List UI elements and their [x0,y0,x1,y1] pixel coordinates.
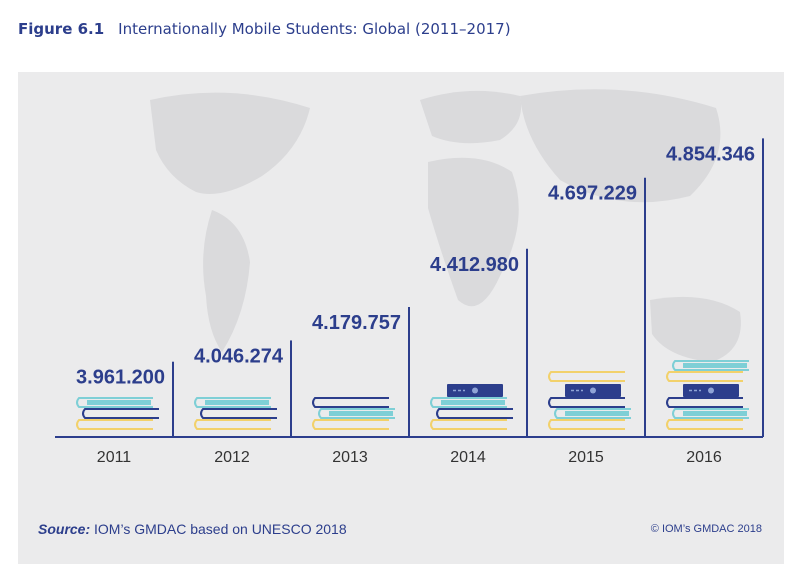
book-fill-2014-2 [441,400,505,405]
copyright-note: © IOM’s GMDAC 2018 [650,523,762,535]
x-tick-label-2014: 2014 [450,449,486,466]
data-label-2016: 4.854.346 [666,143,755,165]
source-text: IOM’s GMDAC based on UNESCO 2018 [94,521,347,537]
data-label-2014: 4.412.980 [430,254,519,276]
data-label-2012: 4.046.274 [194,345,284,367]
x-tick-label-2015: 2015 [568,449,604,466]
book-emblem-2015-3 [590,387,596,394]
source-label: Source: [38,521,91,537]
book-2015-0 [548,419,625,430]
book-fill-2016-5 [683,363,747,368]
book-2011-0 [76,419,153,430]
figure-number: Figure 6.1 [18,20,105,38]
book-2015-1 [554,408,631,419]
book-fill-2013-1 [329,411,393,416]
book-emblem-2016-3 [708,387,714,394]
book-2014-0 [430,419,507,430]
book-2014-2 [430,397,507,408]
data-label-2011: 3.961.200 [76,367,165,389]
book-2012-2 [194,397,271,408]
x-tick-label-2013: 2013 [332,449,368,466]
book-2013-1 [318,408,395,419]
data-label-2015: 4.697.229 [548,183,637,205]
book-fill-2016-1 [683,411,747,416]
book-stacks [76,360,749,430]
book-fill-2015-1 [565,411,629,416]
bar-lines [172,138,764,437]
figure-title: Figure 6.1 Internationally Mobile Student… [18,20,511,42]
book-2016-1 [672,408,749,419]
x-tick-label-2012: 2012 [214,449,250,466]
book-2011-2 [76,397,153,408]
book-2015-4 [548,371,625,382]
x-tick-label-2011: 2011 [97,449,132,466]
book-2012-0 [194,419,271,430]
book-2016-4 [666,371,743,382]
book-2012-1 [200,408,277,419]
book-2016-2 [666,397,743,408]
x-tick-label-2016: 2016 [686,449,722,466]
book-fill-2011-2 [87,400,151,405]
book-2011-1 [82,408,159,419]
book-2016-5 [672,360,749,371]
book-emblem-2014-3 [472,387,478,394]
data-label-2013: 4.179.757 [312,312,401,334]
book-2014-1 [436,408,513,419]
source-note: Source: IOM’s GMDAC based on UNESCO 2018 [38,521,347,537]
world-map [150,89,741,362]
x-tick-labels: 2011 2012 2013 2014 2015 2016 [97,449,722,466]
book-fill-2012-2 [205,400,269,405]
book-2013-0 [312,419,389,430]
book-2016-0 [666,419,743,430]
book-2013-2 [312,397,389,408]
figure-title-text: Internationally Mobile Students: Global … [118,20,511,38]
book-2015-2 [548,397,625,408]
value-labels: 3.961.200 4.046.274 4.179.757 4.412.980 4.69… [76,143,755,388]
